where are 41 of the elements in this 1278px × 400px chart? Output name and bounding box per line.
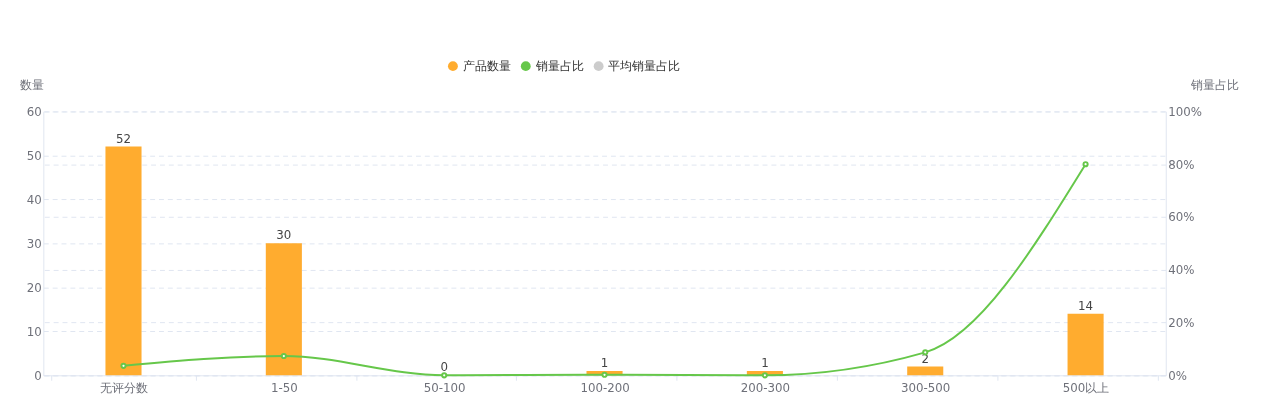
- legend-label: 销量占比: [534, 59, 584, 74]
- y-tick-label: 10: [26, 324, 42, 339]
- y2-tick-label: 0%: [1168, 368, 1187, 383]
- y2-tick-label: 60%: [1168, 210, 1195, 225]
- text: 0: [440, 360, 448, 375]
- x-tick-label: 200-300: [740, 380, 791, 395]
- y-tick-label: 60: [26, 104, 42, 119]
- y-tick-label: 40: [26, 192, 42, 207]
- x-tick-label: 无评分数: [99, 380, 148, 395]
- y2-axis-title: 销量占比: [1190, 78, 1240, 93]
- point: [280, 352, 287, 360]
- x-tick-label: 500以上: [1062, 380, 1110, 395]
- bar: [1067, 313, 1104, 376]
- bar: [105, 146, 142, 376]
- point: [601, 371, 608, 378]
- point: [761, 372, 768, 379]
- x-tick-label: 100-200: [580, 380, 630, 395]
- text: 1: [600, 355, 609, 370]
- y-tick-label: 20: [26, 280, 42, 295]
- y-tick-label: 30: [26, 236, 42, 251]
- point: [441, 372, 448, 379]
- bar: [907, 366, 944, 376]
- legend-label: 平均销量占比: [608, 59, 681, 74]
- point: [1082, 161, 1089, 168]
- point: [120, 362, 127, 369]
- y2-tick-label: 20%: [1168, 315, 1195, 330]
- text: 30: [276, 228, 292, 243]
- text: 14: [1078, 298, 1094, 313]
- y-tick-label: 0: [34, 368, 42, 383]
- bar: [265, 243, 302, 376]
- text: 52: [115, 131, 131, 146]
- y-axis-title: 数量: [20, 78, 44, 93]
- text: 1: [761, 355, 769, 370]
- x-tick-label: 300-500: [901, 380, 951, 395]
- y2-tick-label: 80%: [1168, 157, 1195, 172]
- y2-tick-label: 100%: [1168, 104, 1202, 119]
- legend-label: 产品数量: [462, 59, 511, 74]
- x-tick-label: 50-100: [423, 380, 466, 395]
- y-tick-label: 50: [26, 148, 42, 163]
- x-tick-label: 1-50: [270, 380, 298, 395]
- y2-tick-label: 40%: [1168, 263, 1195, 278]
